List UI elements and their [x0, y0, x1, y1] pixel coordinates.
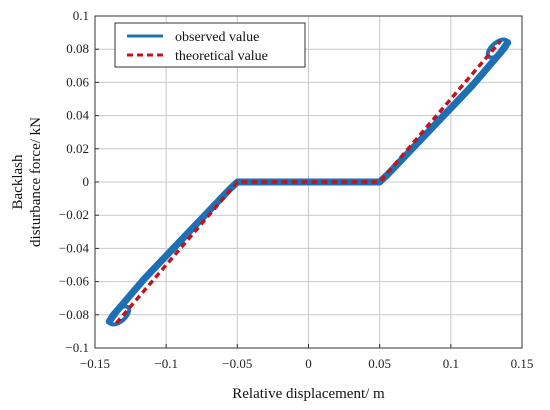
y-axis-title: Backlash disturbance force/ kN [10, 117, 44, 247]
x-tick-label: −0.05 [222, 356, 252, 371]
x-tick-label: 0.05 [368, 356, 391, 371]
y-tick-label: 0.02 [66, 141, 89, 156]
y-tick-label: −0.02 [59, 207, 89, 222]
legend-box [114, 22, 306, 68]
y-tick-label: 0.08 [66, 41, 89, 56]
series-observed-loop-low [107, 304, 132, 327]
x-tick-label: 0.15 [511, 356, 534, 371]
legend: observed value theoretical value [114, 22, 306, 68]
axis-ticks: −0.15 −0.1 −0.05 0 0.05 0.1 0.15−0.1−0.08−0.06… [59, 8, 533, 371]
y-axis-title-line-1: Backlash [10, 154, 26, 209]
plot-area [105, 37, 512, 327]
y-tick-label: 0.1 [73, 8, 89, 23]
x-tick-label: −0.15 [80, 356, 110, 371]
y-axis-title-line-2: disturbance force/ kN [28, 117, 44, 247]
series-theoretical-line [115, 39, 502, 325]
legend-label-observed: observed value [175, 30, 259, 45]
series-observed-line [105, 39, 512, 325]
legend-label-theoretical: theoretical value [175, 49, 268, 64]
y-tick-label: −0.06 [59, 274, 90, 289]
y-tick-label: −0.08 [59, 307, 89, 322]
x-tick-label: 0.1 [443, 356, 459, 371]
x-axis-title: Relative displacement/ m [232, 386, 385, 402]
y-tick-label: 0 [83, 174, 90, 189]
x-tick-label: 0 [305, 356, 312, 371]
y-tick-label: −0.1 [65, 340, 89, 355]
x-tick-label: −0.1 [154, 356, 178, 371]
y-tick-label: −0.04 [59, 240, 90, 255]
y-tick-label: 0.06 [66, 74, 89, 89]
y-tick-label: 0.04 [66, 108, 89, 123]
